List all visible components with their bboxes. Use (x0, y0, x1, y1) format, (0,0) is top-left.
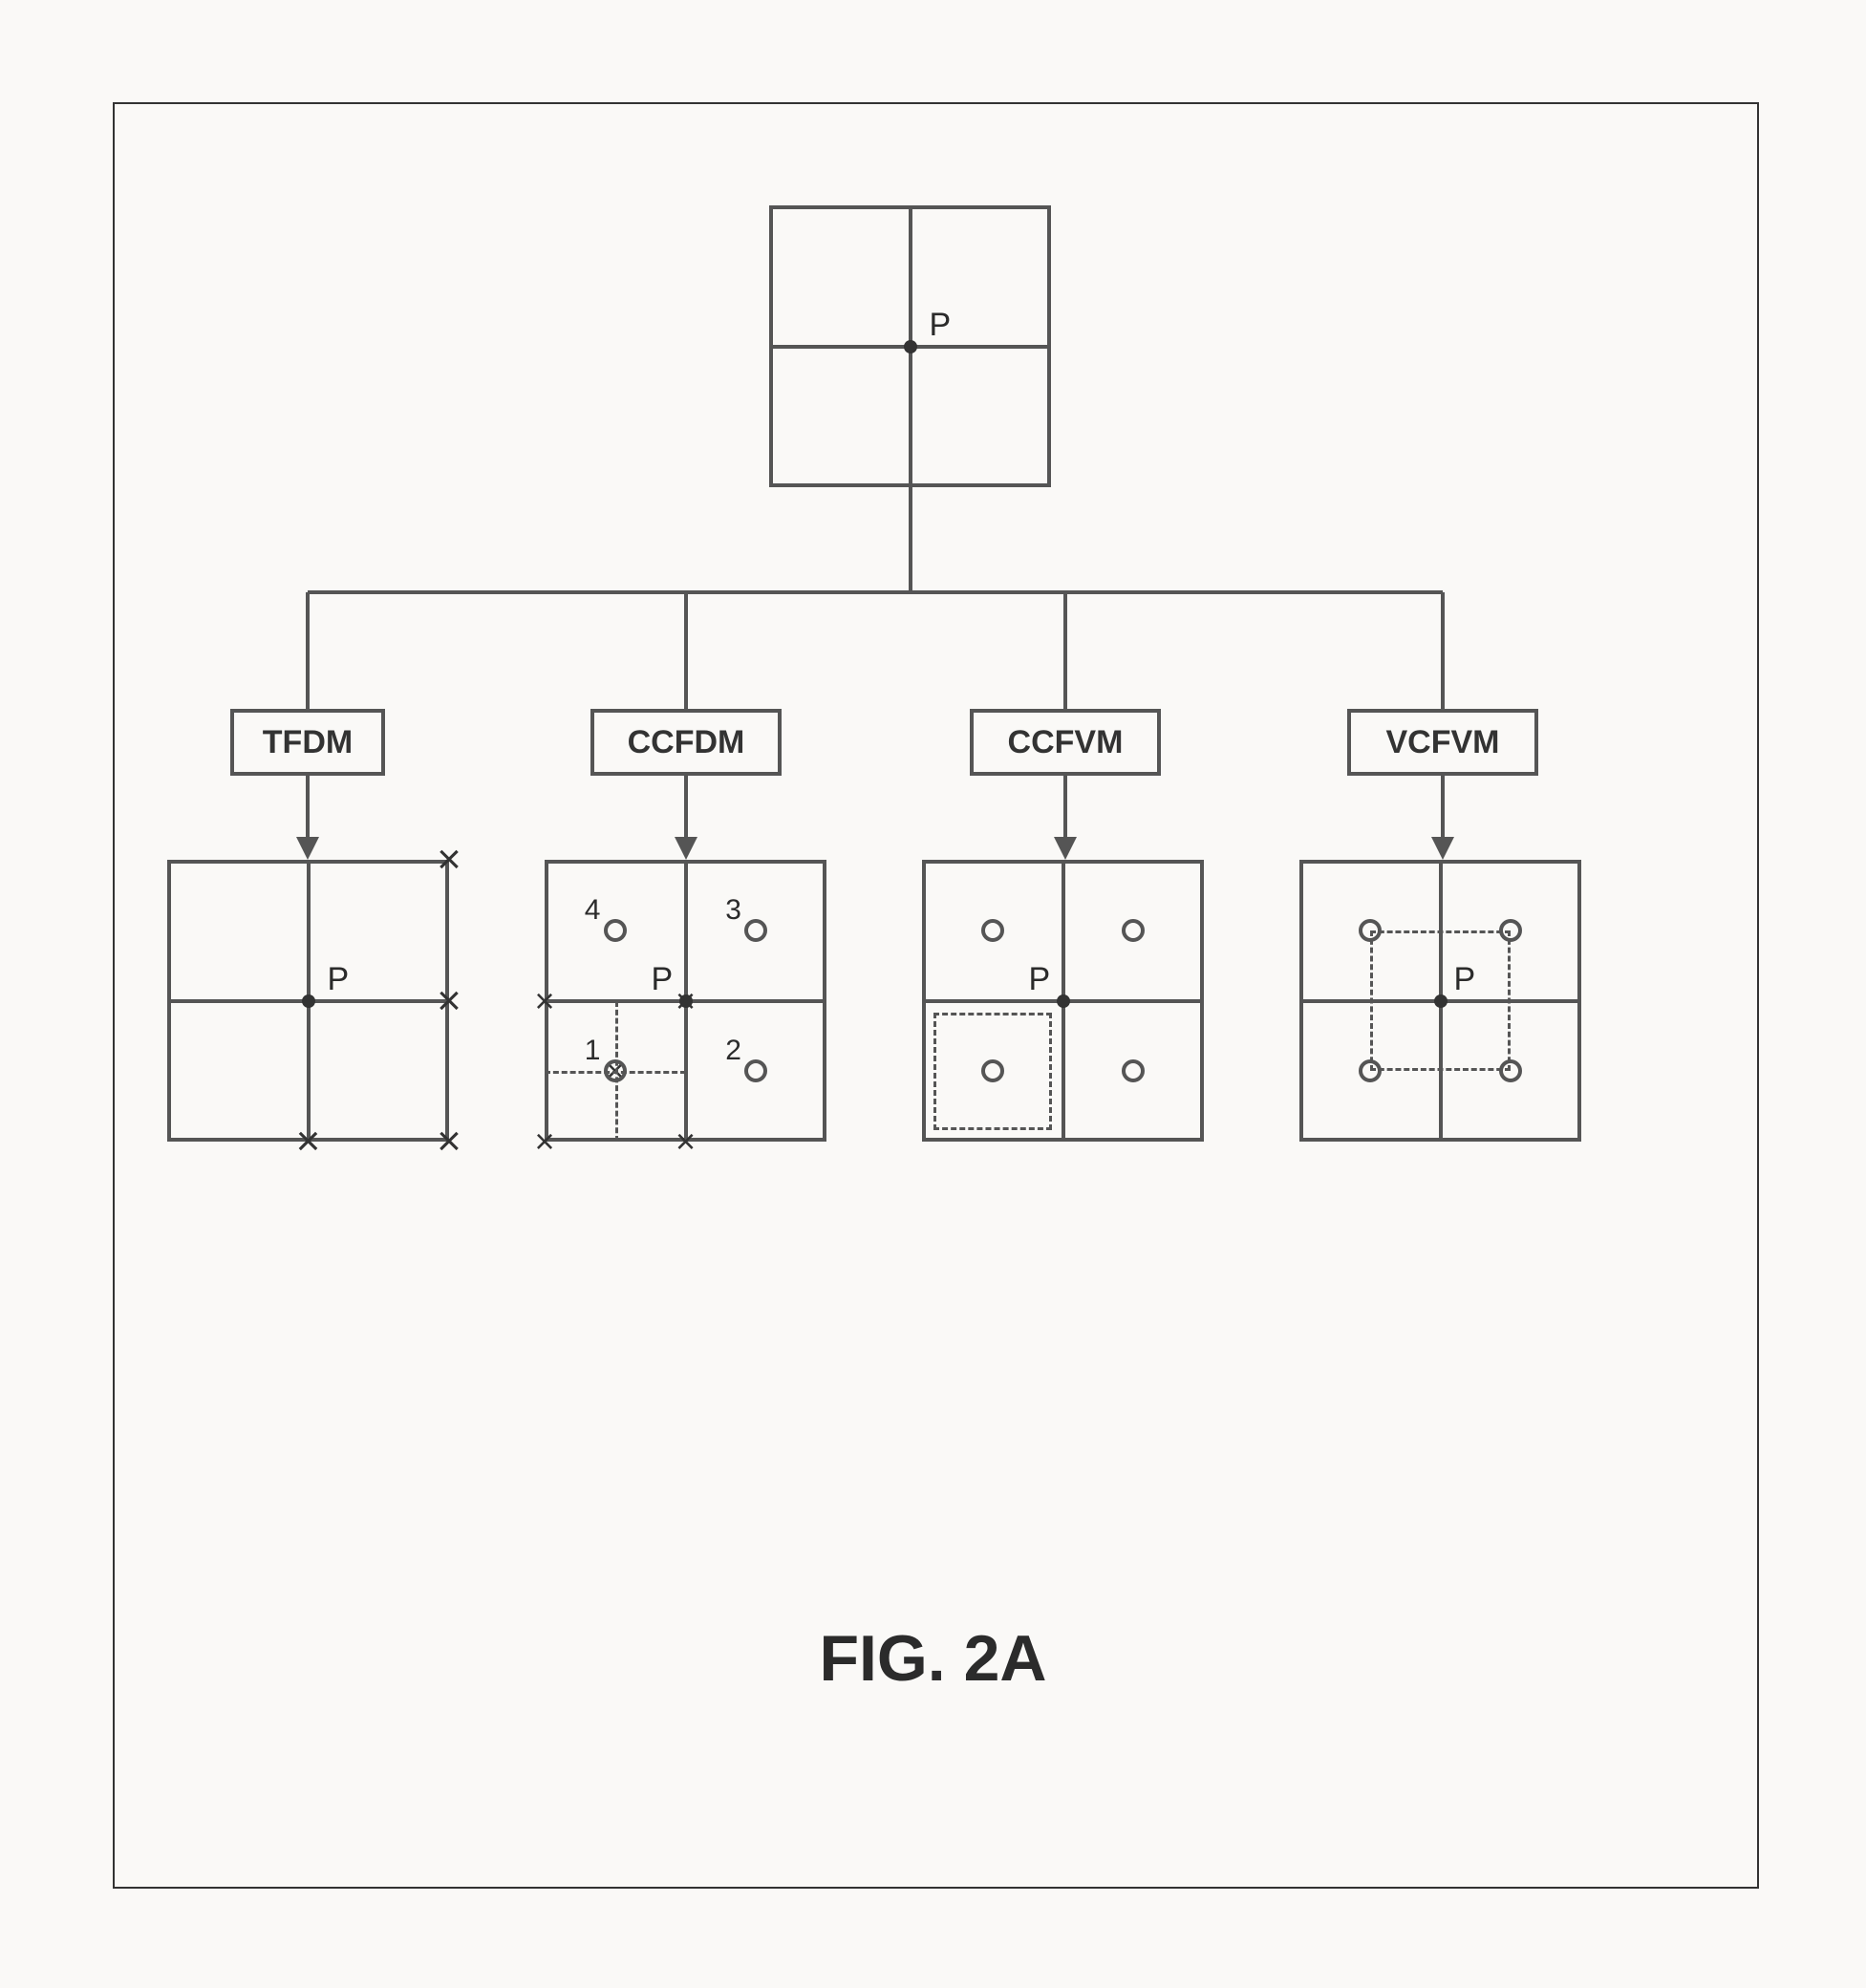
connector-drop-ccfvm (1063, 592, 1067, 709)
top-grid: P (769, 205, 1051, 487)
branch-label-vcfvm: VCFVM (1347, 709, 1538, 776)
xmark-tfdm-2: × (437, 1121, 461, 1163)
arrow-head-vcfvm (1431, 837, 1454, 860)
connector-bus (308, 590, 1443, 594)
connector-drop-ccfdm (684, 592, 688, 709)
xmark-ccfdm-3: × (676, 1124, 696, 1159)
cell-number-ccfdm-2: 2 (725, 1035, 741, 1067)
connector-trunk (909, 487, 912, 592)
arrow-head-tfdm (296, 837, 319, 860)
dashed-h-ccfdm (545, 1071, 686, 1074)
xmark-tfdm-0: × (437, 839, 461, 881)
branch-label-tfdm: TFDM (230, 709, 385, 776)
xmark-ccfdm-1: × (676, 984, 696, 1018)
figure-caption: FIG. 2A (0, 1621, 1866, 1696)
p-label-ccfvm: P (1029, 961, 1051, 998)
arrow-shaft-vcfvm (1441, 776, 1445, 841)
top-grid-point-p (904, 340, 917, 353)
arrow-head-ccfvm (1054, 837, 1077, 860)
grid-ccfdm: P×××××1234 (545, 860, 826, 1142)
xmark-tfdm-1: × (437, 980, 461, 1022)
arrow-shaft-ccfvm (1063, 776, 1067, 841)
top-grid-p-label: P (930, 307, 952, 344)
ring-ccfvm-0 (981, 919, 1004, 942)
arrow-shaft-ccfdm (684, 776, 688, 841)
cell-number-ccfdm-4: 4 (585, 894, 601, 927)
xmark-ccfdm-0: × (534, 984, 554, 1018)
ring-ccfvm-1 (1122, 919, 1145, 942)
cell-number-ccfdm-1: 1 (585, 1035, 601, 1067)
arrow-shaft-tfdm (306, 776, 310, 841)
ring-ccfdm-0 (604, 919, 627, 942)
p-label-tfdm: P (328, 961, 350, 998)
xmark-tfdm-3: × (296, 1121, 321, 1163)
xmark-ccfdm-2: × (534, 1124, 554, 1159)
dashed-cell-ccfvm (933, 1013, 1052, 1131)
arrow-head-ccfdm (675, 837, 697, 860)
connector-drop-tfdm (306, 592, 310, 709)
dashed-center-vcfvm (1370, 930, 1512, 1072)
point-p-ccfvm (1057, 994, 1070, 1008)
grid-tfdm: P×××× (167, 860, 449, 1142)
grid-vcfvm: P (1299, 860, 1581, 1142)
cell-number-ccfdm-3: 3 (725, 894, 741, 927)
point-p-tfdm (302, 994, 315, 1008)
ring-ccfdm-1 (744, 919, 767, 942)
branch-label-ccfdm: CCFDM (590, 709, 782, 776)
branch-label-ccfvm: CCFVM (970, 709, 1161, 776)
connector-drop-vcfvm (1441, 592, 1445, 709)
p-label-ccfdm: P (652, 961, 674, 998)
grid-ccfvm: P (922, 860, 1204, 1142)
